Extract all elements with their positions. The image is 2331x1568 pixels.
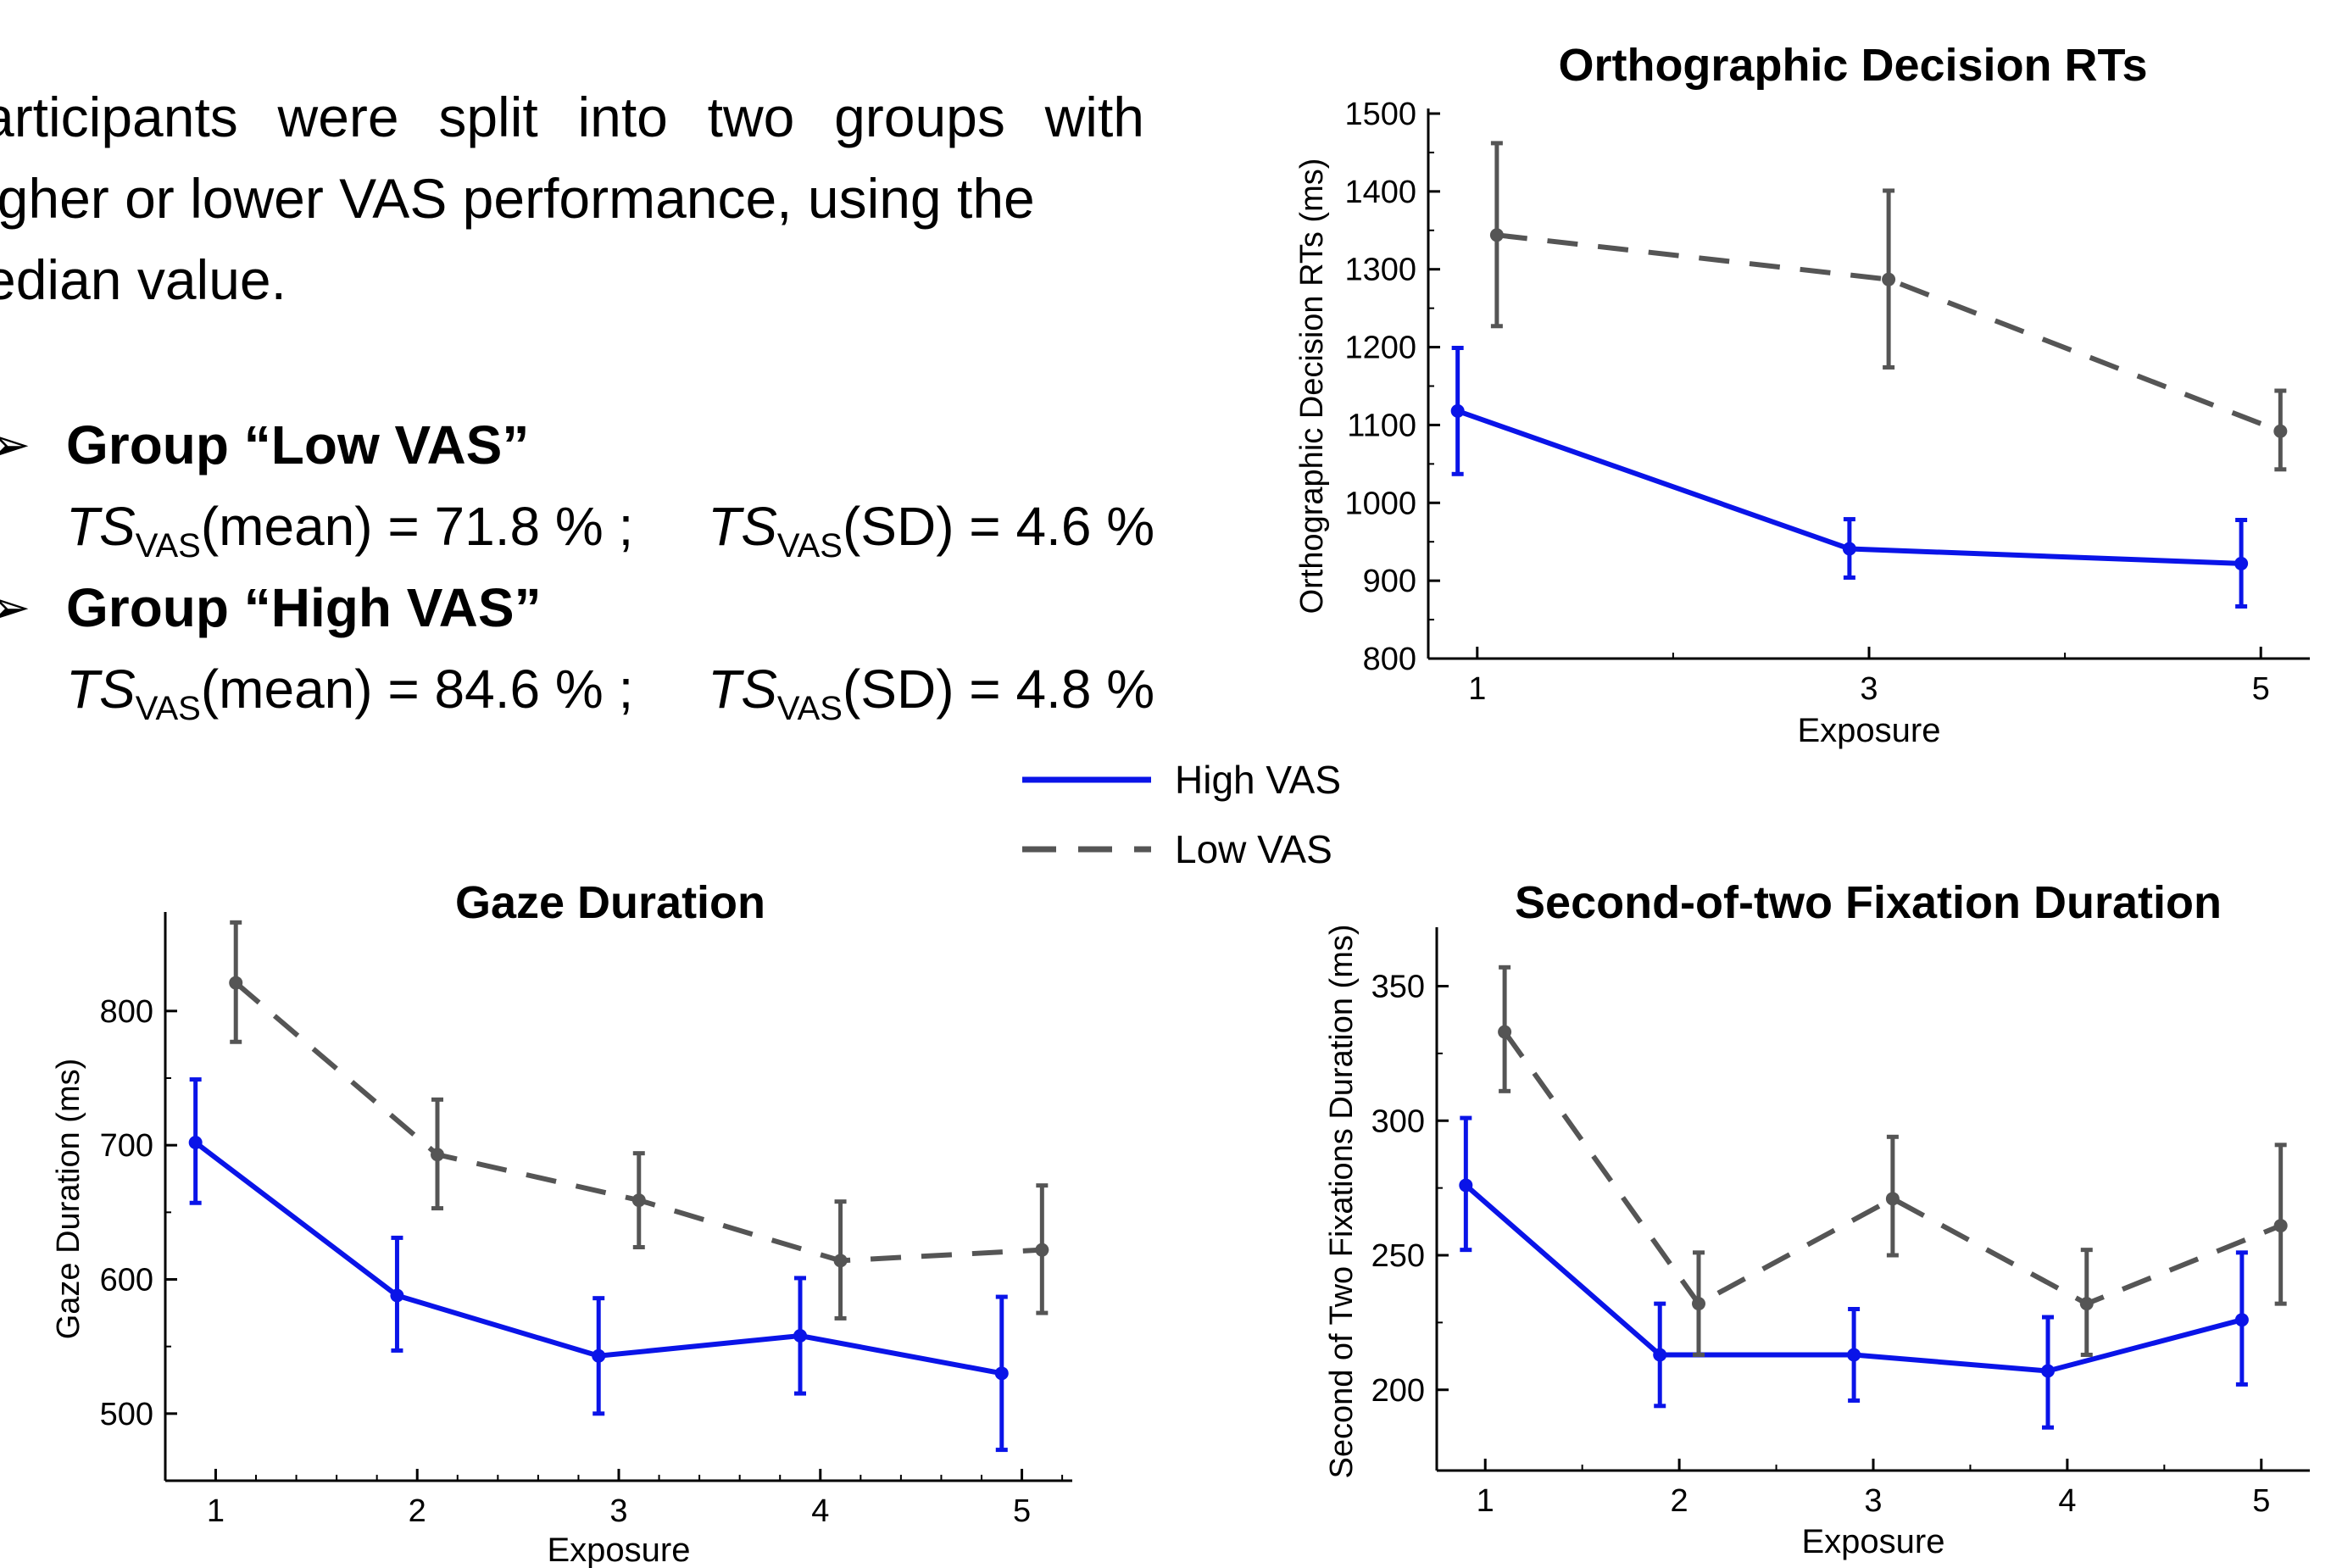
data-point bbox=[2273, 424, 2288, 438]
stat-mean: TSVAS(mean) = 84.6 % ; bbox=[66, 659, 634, 727]
y-tick-label: 200 bbox=[1371, 1373, 1425, 1409]
x-axis-label: Exposure bbox=[548, 1532, 691, 1568]
x-tick-label: 4 bbox=[2058, 1483, 2076, 1519]
bullet-arrow-icon: ➢ bbox=[0, 579, 31, 636]
y-tick-label: 1500 bbox=[1344, 97, 1416, 132]
chart-title: Gaze Duration bbox=[455, 877, 765, 928]
x-tick-label: 3 bbox=[1864, 1483, 1882, 1519]
data-point bbox=[1653, 1348, 1667, 1362]
chart-title: Second-of-two Fixation Duration bbox=[1515, 877, 2222, 928]
data-point bbox=[793, 1329, 807, 1343]
x-tick-label: 5 bbox=[2252, 1483, 2270, 1519]
y-tick-label: 800 bbox=[1363, 642, 1416, 677]
group-title: Group “High VAS” bbox=[66, 577, 542, 638]
x-tick-label: 1 bbox=[1468, 671, 1486, 707]
intro-line-1: articipants were split into two groups w… bbox=[0, 86, 1144, 148]
data-point bbox=[1459, 1178, 1473, 1193]
chart-fix: Second-of-two Fixation Duration 1 2 3 4 5 200 2… bbox=[1324, 877, 2310, 1560]
intro-line-3: edian value. bbox=[0, 248, 287, 311]
y-axis-label: Orthographic Decision RTs (ms) bbox=[1294, 158, 1330, 614]
y-tick-label: 800 bbox=[100, 994, 153, 1030]
bullet-arrow-icon: ➢ bbox=[0, 416, 31, 473]
data-point bbox=[229, 976, 243, 990]
legend: High VAS Low VAS bbox=[1022, 758, 1341, 871]
data-point bbox=[1489, 228, 1504, 242]
data-point bbox=[833, 1254, 848, 1268]
x-tick-label: 4 bbox=[811, 1493, 829, 1529]
intro-text-block: articipants were split into two groups w… bbox=[0, 76, 1204, 320]
legend-label-high-vas: High VAS bbox=[1175, 758, 1341, 802]
y-axis-label: Second of Two Fixations Duration (ms) bbox=[1324, 924, 1360, 1478]
stat-sd: TSVAS(SD) = 4.8 % bbox=[708, 659, 1155, 727]
y-tick-label: 350 bbox=[1371, 970, 1425, 1005]
data-point bbox=[1450, 403, 1465, 418]
y-tick-label: 500 bbox=[100, 1397, 153, 1432]
x-axis-label: Exposure bbox=[1798, 712, 1941, 749]
y-tick-label: 600 bbox=[100, 1263, 153, 1298]
x-axis-label: Exposure bbox=[1802, 1523, 1945, 1560]
y-tick-label: 250 bbox=[1371, 1238, 1425, 1274]
group-stats: TSVAS(mean) = 71.8 % ; TSVAS(SD) = 4.6 % bbox=[66, 486, 1154, 567]
series-low-vas bbox=[229, 920, 1049, 1321]
x-tick-label: 2 bbox=[1671, 1483, 1688, 1519]
series-high-vas bbox=[1459, 1115, 2249, 1430]
series-line bbox=[1502, 1030, 2282, 1308]
x-tick-label: 1 bbox=[1477, 1483, 1494, 1519]
y-tick-label: 1000 bbox=[1344, 486, 1416, 521]
group-title: Group “Low VAS” bbox=[66, 414, 530, 475]
intro-paragraph: articipants were split into two groups w… bbox=[0, 76, 1204, 320]
stat-sd: TSVAS(SD) = 4.6 % bbox=[708, 496, 1155, 564]
data-point bbox=[1847, 1348, 1861, 1362]
data-point bbox=[631, 1193, 646, 1208]
series-high-vas bbox=[1450, 345, 2249, 609]
group-stats: TSVAS(mean) = 84.6 % ; TSVAS(SD) = 4.8 % bbox=[66, 648, 1154, 730]
x-tick-label: 5 bbox=[2252, 671, 2270, 707]
series-low-vas bbox=[1489, 141, 2288, 472]
y-tick-label: 1300 bbox=[1344, 253, 1416, 288]
data-point bbox=[390, 1288, 404, 1303]
data-point bbox=[2079, 1297, 2094, 1311]
data-point bbox=[2234, 1313, 2249, 1327]
series-low-vas bbox=[1498, 965, 2288, 1357]
data-point bbox=[188, 1136, 203, 1149]
data-point bbox=[1842, 542, 1856, 556]
legend-label-low-vas: Low VAS bbox=[1175, 827, 1332, 871]
x-tick-label: 1 bbox=[207, 1493, 225, 1529]
data-point bbox=[592, 1348, 606, 1363]
y-tick-label: 300 bbox=[1371, 1104, 1425, 1139]
series-line bbox=[1496, 232, 2282, 434]
data-point bbox=[1692, 1297, 1705, 1311]
y-axis-label: Gaze Duration (ms) bbox=[51, 1059, 86, 1340]
data-point bbox=[2234, 556, 2249, 570]
stat-mean: TSVAS(mean) = 71.8 % ; bbox=[66, 496, 634, 564]
x-tick-label: 5 bbox=[1013, 1493, 1031, 1529]
group-high-vas: ➢ Group “High VAS” TSVAS(mean) = 84.6 % … bbox=[0, 567, 1154, 730]
y-tick-label: 1200 bbox=[1344, 331, 1416, 366]
data-point bbox=[2041, 1364, 2055, 1378]
data-point bbox=[431, 1148, 444, 1162]
x-tick-label: 2 bbox=[409, 1493, 426, 1529]
group-low-vas: ➢ Group “Low VAS” TSVAS(mean) = 71.8 % ;… bbox=[0, 404, 1154, 567]
y-tick-label: 700 bbox=[100, 1128, 153, 1164]
x-tick-label: 3 bbox=[1860, 671, 1878, 707]
x-tick-label: 3 bbox=[609, 1493, 627, 1529]
y-tick-label: 900 bbox=[1363, 564, 1416, 599]
intro-line-2: igher or lower VAS performance, using th… bbox=[0, 167, 1035, 230]
data-point bbox=[2273, 1219, 2288, 1233]
chart-rt: Orthographic Decision RTs 1 3 5 800 900 1000 11… bbox=[1294, 40, 2310, 749]
data-point bbox=[994, 1366, 1009, 1381]
data-point bbox=[1885, 1192, 1900, 1206]
series-high-vas bbox=[188, 1077, 1009, 1453]
data-point bbox=[1882, 272, 1896, 286]
y-tick-label: 1100 bbox=[1347, 408, 1416, 443]
chart-gaze: Gaze Duration 1 2 3 4 5 500 600 700 800 Exposure Ga… bbox=[51, 877, 1072, 1568]
chart-title: Orthographic Decision RTs bbox=[1558, 40, 2147, 91]
data-point bbox=[1035, 1243, 1049, 1257]
data-point bbox=[1498, 1025, 1512, 1039]
y-tick-label: 1400 bbox=[1344, 175, 1416, 210]
